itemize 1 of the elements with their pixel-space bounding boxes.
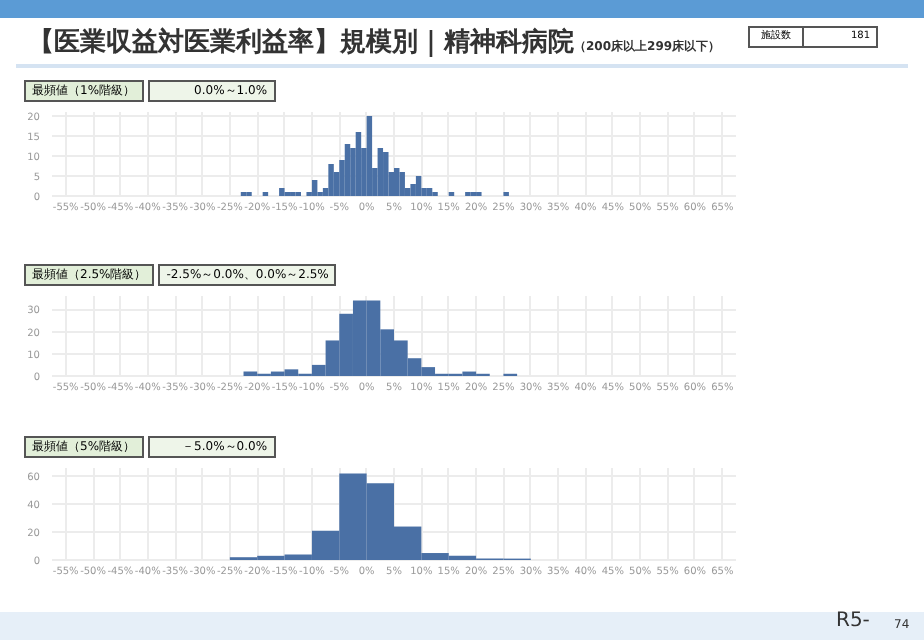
text: R5- xyxy=(836,610,870,632)
